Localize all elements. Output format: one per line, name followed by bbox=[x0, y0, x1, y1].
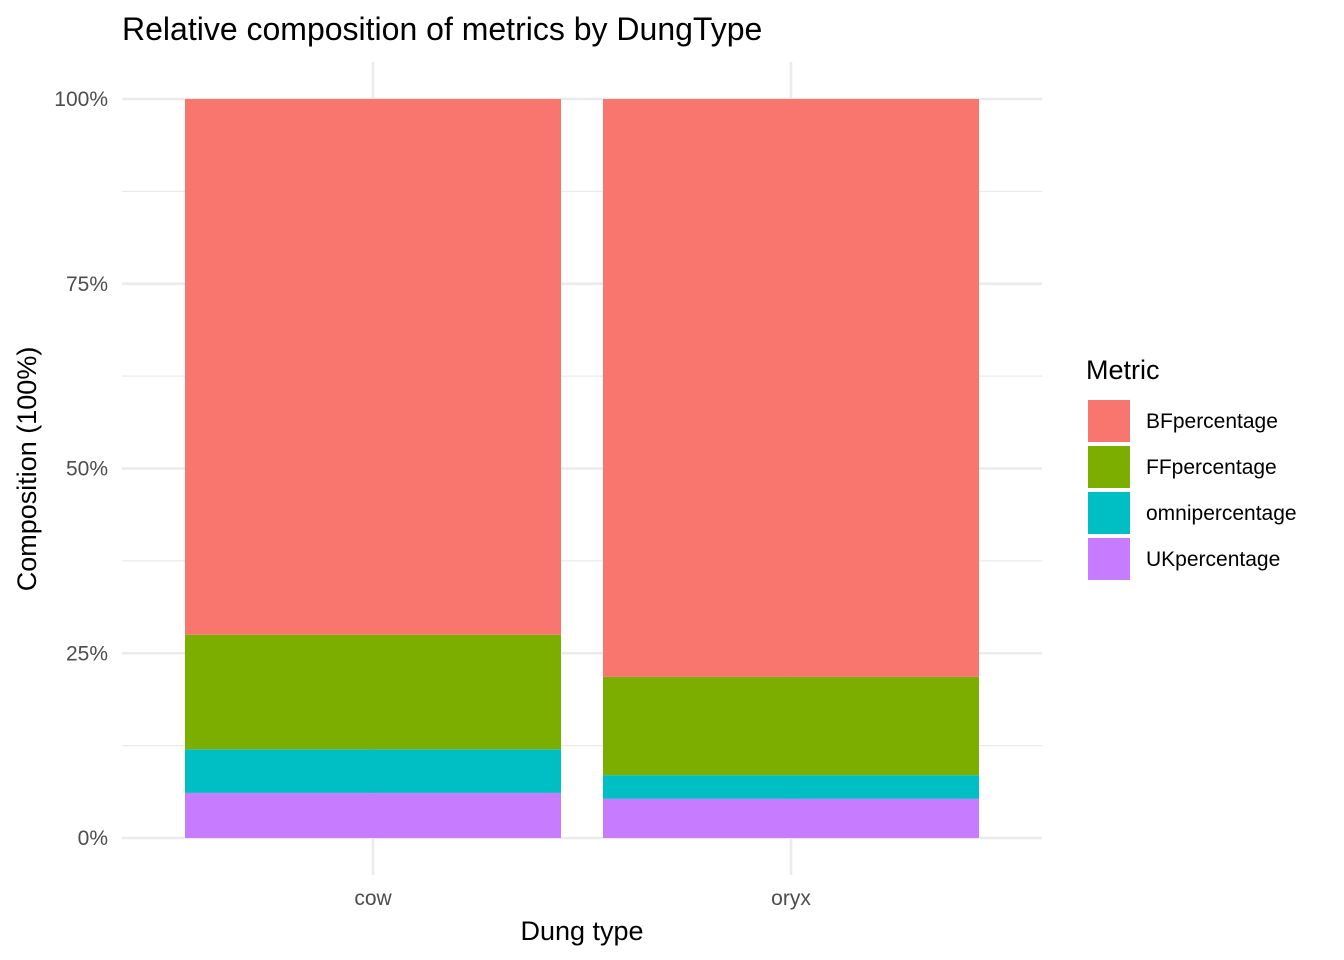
bar-segment-oryx-FFpercentage bbox=[603, 676, 979, 776]
y-tick-label: 25% bbox=[66, 642, 108, 665]
legend-key-omnipercentage bbox=[1088, 492, 1130, 534]
legend-label-FFpercentage: FFpercentage bbox=[1146, 456, 1277, 479]
bar-segment-oryx-UKpercentage bbox=[603, 798, 979, 838]
y-tick-label: 75% bbox=[66, 273, 108, 296]
legend-label-UKpercentage: UKpercentage bbox=[1146, 548, 1280, 571]
x-tick-label-cow: cow bbox=[354, 887, 392, 910]
ticks-layer: 0% 25% 50% 75% 100% cow oryx bbox=[54, 88, 811, 910]
legend-key-FFpercentage bbox=[1088, 446, 1130, 488]
x-axis-title: Dung type bbox=[520, 916, 643, 946]
bar-segment-cow-omnipercentage bbox=[185, 749, 561, 793]
y-tick-label: 0% bbox=[78, 827, 108, 850]
legend-key-BFpercentage bbox=[1088, 400, 1130, 442]
legend-label-omnipercentage: omnipercentage bbox=[1146, 502, 1297, 525]
y-tick-label: 100% bbox=[54, 88, 108, 111]
bar-segment-cow-BFpercentage bbox=[185, 99, 561, 635]
bar-segment-cow-UKpercentage bbox=[185, 792, 561, 838]
legend: Metric BFpercentage FFpercentage omniperce… bbox=[1086, 355, 1297, 580]
bar-segment-cow-FFpercentage bbox=[185, 634, 561, 750]
bar-segment-oryx-BFpercentage bbox=[603, 99, 979, 677]
y-tick-label: 50% bbox=[66, 458, 108, 481]
x-tick-label-oryx: oryx bbox=[771, 887, 811, 910]
chart-title: Relative composition of metrics by DungT… bbox=[122, 11, 762, 47]
y-axis-title: Composition (100%) bbox=[12, 347, 42, 592]
legend-title: Metric bbox=[1086, 355, 1160, 385]
legend-label-BFpercentage: BFpercentage bbox=[1146, 410, 1278, 433]
legend-key-UKpercentage bbox=[1088, 538, 1130, 580]
bars-layer bbox=[185, 99, 979, 838]
bar-segment-oryx-omnipercentage bbox=[603, 775, 979, 799]
